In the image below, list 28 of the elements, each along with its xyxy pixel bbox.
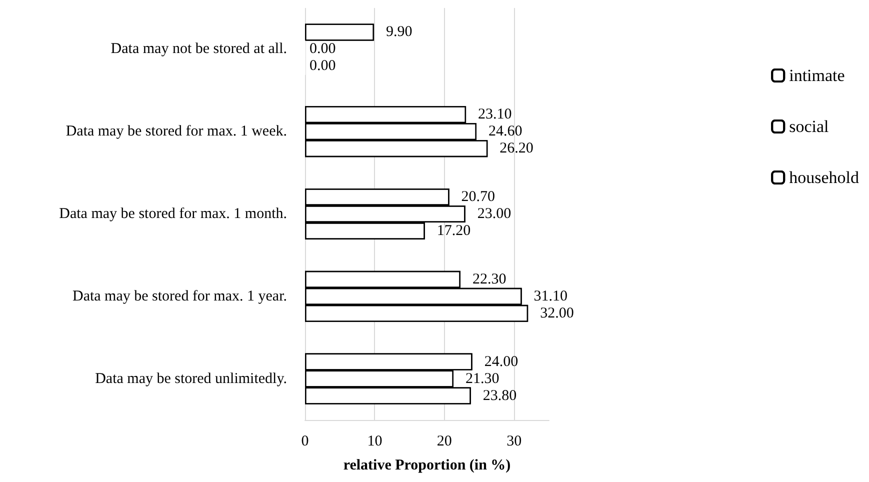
x-tick-label: 20 xyxy=(436,434,452,450)
data-label: 23.80 xyxy=(482,388,517,404)
y-tick-label: Data may be stored for max. 1 week. xyxy=(66,124,287,140)
y-tick-label: Data may not be stored at all. xyxy=(110,41,287,58)
y-tick-label: Data may be stored unlimitedly. xyxy=(95,370,287,387)
legend-label: social xyxy=(789,117,830,136)
data-label: 17.20 xyxy=(436,223,471,239)
x-axis-title: relative Proportion (in %) xyxy=(343,458,511,474)
data-label: 23.00 xyxy=(477,206,512,222)
data-label: 31.10 xyxy=(534,288,568,304)
y-tick-label: Data may be stored for max. 1 year. xyxy=(72,288,287,304)
data-label: 0.00 xyxy=(310,41,336,58)
x-tick-label: 30 xyxy=(506,434,522,450)
data-label: 23.10 xyxy=(478,106,512,123)
data-label: 0.00 xyxy=(310,58,336,74)
data-label: 24.00 xyxy=(484,354,518,370)
data-label: 9.90 xyxy=(386,24,412,40)
data-label: 24.60 xyxy=(488,124,522,140)
data-label: 21.30 xyxy=(465,370,500,387)
data-label: 22.30 xyxy=(472,271,506,288)
legend-label: intimate xyxy=(789,66,845,85)
x-tick-label: 10 xyxy=(367,434,382,450)
legend-label: household xyxy=(789,168,860,187)
data-label: 32.00 xyxy=(540,305,574,322)
data-label: 26.20 xyxy=(500,140,534,157)
y-tick-label: Data may be stored for max. 1 month. xyxy=(59,206,287,222)
x-tick-label: 0 xyxy=(301,434,309,450)
data-label: 20.70 xyxy=(461,189,496,205)
